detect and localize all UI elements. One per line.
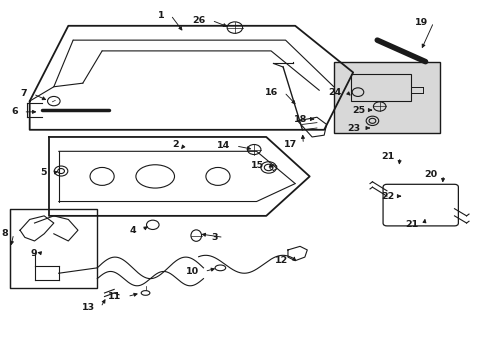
Text: 21: 21 — [404, 220, 417, 229]
Text: 6: 6 — [11, 107, 18, 116]
Text: 7: 7 — [20, 89, 27, 98]
Text: 13: 13 — [81, 303, 95, 312]
Text: 1: 1 — [158, 10, 164, 19]
Text: 24: 24 — [327, 87, 340, 96]
Text: 12: 12 — [274, 256, 287, 265]
Text: 9: 9 — [30, 249, 37, 258]
Text: 21: 21 — [380, 152, 393, 161]
Bar — [333, 62, 439, 134]
Text: 19: 19 — [414, 18, 427, 27]
Text: 18: 18 — [293, 114, 306, 123]
Text: 10: 10 — [185, 267, 198, 276]
Text: 14: 14 — [216, 141, 229, 150]
Text: 5: 5 — [40, 168, 46, 177]
Text: 11: 11 — [108, 292, 121, 301]
Text: 4: 4 — [129, 226, 136, 235]
Text: 25: 25 — [351, 105, 365, 114]
Text: 20: 20 — [424, 170, 437, 179]
Bar — [10, 209, 97, 288]
Text: 15: 15 — [250, 161, 264, 170]
Text: 3: 3 — [211, 233, 218, 242]
Text: 26: 26 — [192, 16, 205, 25]
Text: 16: 16 — [264, 87, 278, 96]
Text: 8: 8 — [1, 229, 8, 238]
Text: 2: 2 — [172, 140, 179, 149]
Text: 17: 17 — [284, 140, 297, 149]
Text: 23: 23 — [346, 123, 360, 132]
Text: 22: 22 — [380, 192, 393, 201]
Bar — [350, 74, 410, 101]
